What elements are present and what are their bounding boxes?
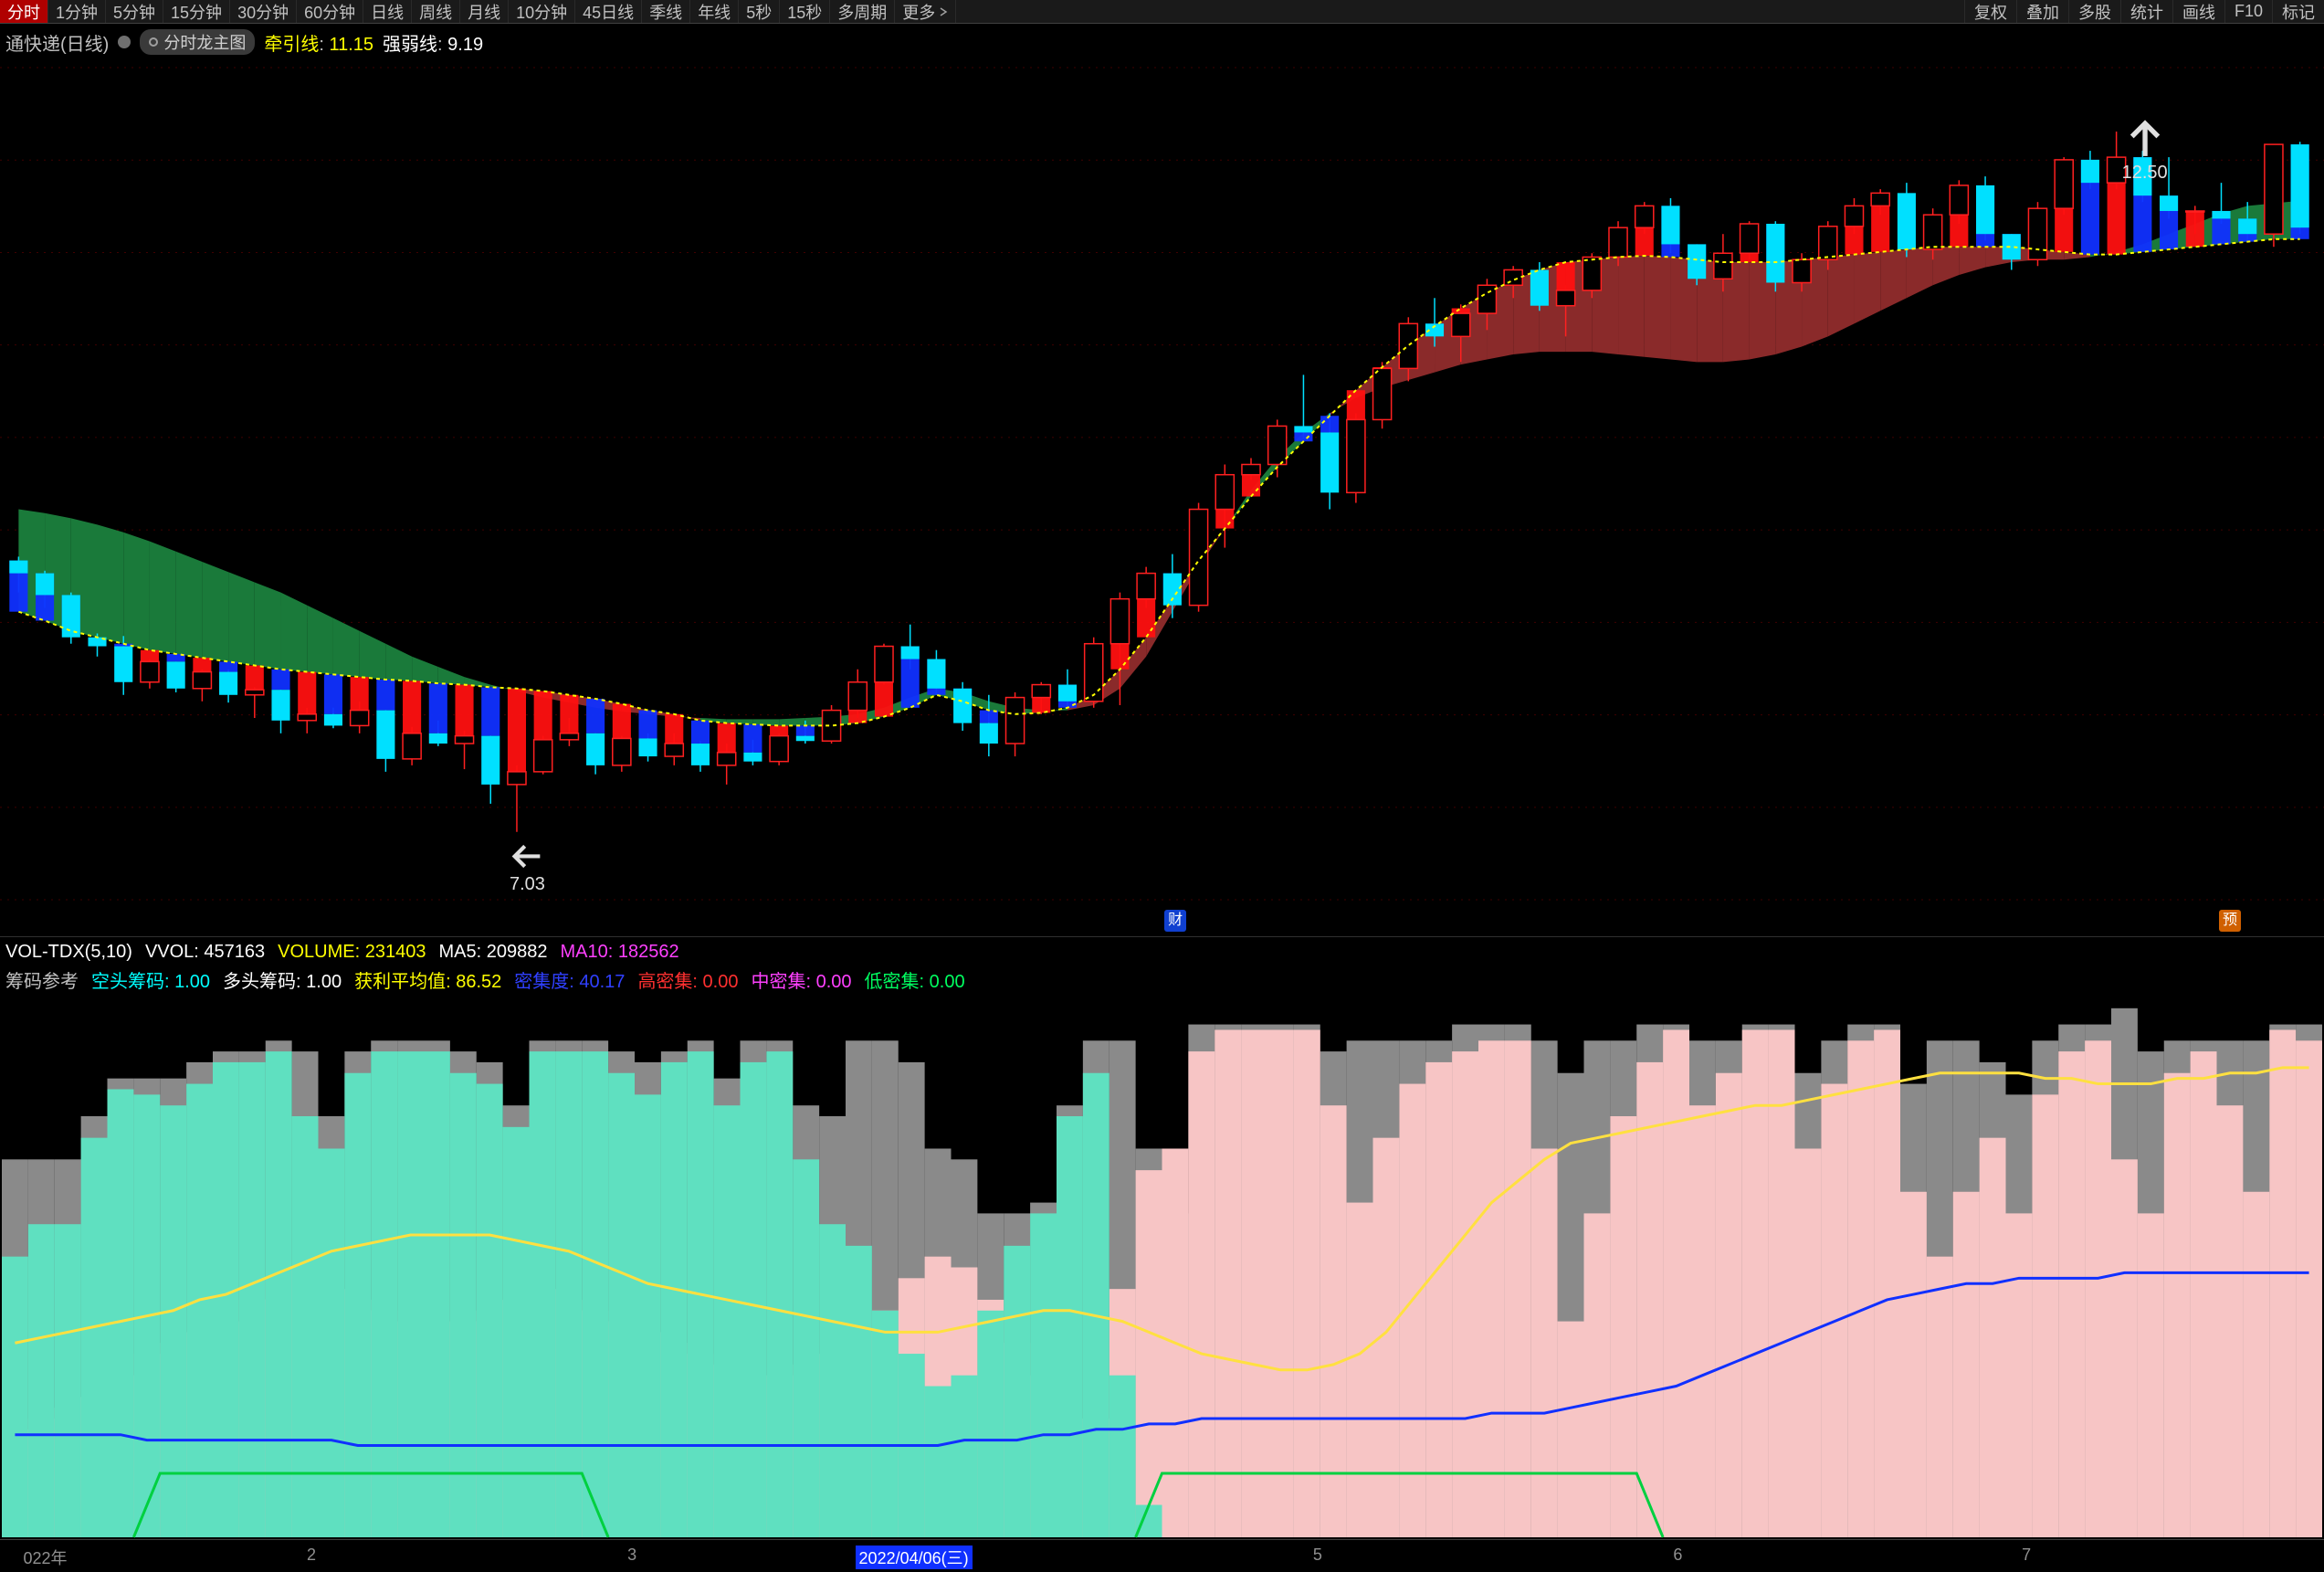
chips-item-0: 空头筹码: 1.00 xyxy=(91,972,210,992)
sub-indicator-chart[interactable] xyxy=(0,996,2324,1539)
chart-badge-1[interactable]: 预 xyxy=(2219,910,2241,932)
chips-item-6: 低密集: 0.00 xyxy=(865,972,965,992)
toolbar-btn-0[interactable]: 复权 xyxy=(1964,0,2016,23)
date-axis: 022年 2 3 2022/04/06(三) 5 6 7 xyxy=(0,1539,2324,1572)
timeframe-2[interactable]: 5分钟 xyxy=(106,0,163,23)
vol-item-1: VOLUME: 231403 xyxy=(278,942,426,962)
low-price-tag: 7.03 xyxy=(510,839,545,895)
date-label-4: 5 xyxy=(1313,1546,1322,1565)
timeframe-toolbar: 分时1分钟5分钟15分钟30分钟60分钟日线周线月线10分钟45日线季线年线5秒… xyxy=(0,0,2324,24)
chips-name: 筹码参考 xyxy=(5,966,79,993)
timeframe-16[interactable]: 更多 xyxy=(895,0,956,23)
chart-title-line: 通快递(日线) 分时龙主图 牵引线: 11.15 强弱线: 9.19 xyxy=(5,29,2319,55)
chips-item-3: 密集度: 40.17 xyxy=(514,972,625,992)
toolbar-btn-4[interactable]: 画线 xyxy=(2172,0,2224,23)
timeframe-3[interactable]: 15分钟 xyxy=(163,0,230,23)
symbol-name: 通快递(日线) xyxy=(5,29,109,56)
timeframe-4[interactable]: 30分钟 xyxy=(230,0,297,23)
date-label-2: 3 xyxy=(627,1546,636,1565)
date-label-3[interactable]: 2022/04/06(三) xyxy=(856,1546,973,1569)
timeframe-10[interactable]: 45日线 xyxy=(575,0,642,23)
main-indicator-chip[interactable]: 分时龙主图 xyxy=(140,29,255,55)
toolbar-btn-1[interactable]: 叠加 xyxy=(2016,0,2068,23)
vol-item-2: MA5: 209882 xyxy=(438,942,547,962)
chips-indicator-strip: 筹码参考 空头筹码: 1.00 多头筹码: 1.00 获利平均值: 86.52 密集度… xyxy=(5,966,2319,992)
chips-item-5: 中密集: 0.00 xyxy=(751,972,851,992)
indicator-1: 牵引线: 11.15 xyxy=(264,29,373,56)
date-label-5: 6 xyxy=(1673,1546,1682,1565)
timeframe-7[interactable]: 周线 xyxy=(412,0,460,23)
date-label-0: 022年 xyxy=(23,1546,67,1569)
date-label-6: 7 xyxy=(2022,1546,2031,1565)
vol-item-3: MA10: 182562 xyxy=(560,942,678,962)
high-price-tag: 12.50 xyxy=(2122,117,2168,184)
chips-item-4: 高密集: 0.00 xyxy=(637,972,738,992)
timeframe-0[interactable]: 分时 xyxy=(0,0,48,23)
chart-badge-0[interactable]: 财 xyxy=(1164,910,1186,932)
timeframe-5[interactable]: 60分钟 xyxy=(297,0,363,23)
timeframe-6[interactable]: 日线 xyxy=(363,0,412,23)
timeframe-11[interactable]: 季线 xyxy=(642,0,690,23)
toolbar-btn-5[interactable]: F10 xyxy=(2224,0,2272,23)
timeframe-12[interactable]: 年线 xyxy=(690,0,739,23)
timeframe-14[interactable]: 15秒 xyxy=(780,0,830,23)
vol-item-0: VVOL: 457163 xyxy=(145,942,265,962)
chevron-right-icon xyxy=(939,7,948,16)
chip-dot-icon xyxy=(149,37,158,47)
toolbar-btn-3[interactable]: 统计 xyxy=(2120,0,2172,23)
indicator-2: 强弱线: 9.19 xyxy=(383,29,483,56)
toolbar-btn-2[interactable]: 多股 xyxy=(2068,0,2120,23)
toolbar-btn-6[interactable]: 标记 xyxy=(2272,0,2324,23)
main-candlestick-chart[interactable]: 12.50 7.03 财 预 xyxy=(0,60,2324,937)
vol-name: VOL-TDX(5,10) xyxy=(5,942,132,963)
timeframe-15[interactable]: 多周期 xyxy=(830,0,895,23)
date-label-1: 2 xyxy=(307,1546,316,1565)
timeframe-8[interactable]: 月线 xyxy=(460,0,509,23)
info-dot-icon[interactable] xyxy=(118,36,131,48)
timeframe-9[interactable]: 10分钟 xyxy=(509,0,575,23)
timeframe-1[interactable]: 1分钟 xyxy=(48,0,106,23)
chips-item-1: 多头筹码: 1.00 xyxy=(223,972,342,992)
chips-item-2: 获利平均值: 86.52 xyxy=(354,972,501,992)
timeframe-13[interactable]: 5秒 xyxy=(739,0,780,23)
volume-indicator-strip: VOL-TDX(5,10) VVOL: 457163 VOLUME: 231403… xyxy=(5,939,2319,965)
